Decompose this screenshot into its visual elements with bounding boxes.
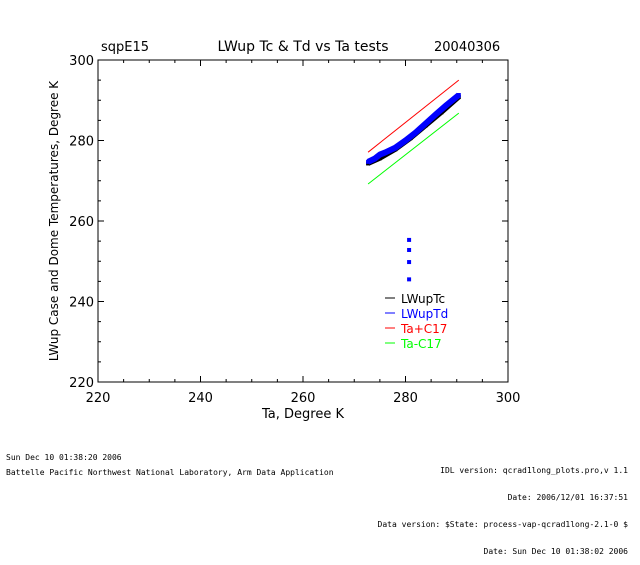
x-tick-label: 220 xyxy=(86,391,111,406)
data-point xyxy=(372,156,377,161)
footer-organization: Battelle Pacific Northwest National Labo… xyxy=(6,468,334,477)
y-tick-label: 280 xyxy=(69,135,94,150)
series-line xyxy=(367,112,460,185)
y-tick-label: 220 xyxy=(69,376,94,391)
data-point xyxy=(366,159,371,164)
data-point xyxy=(434,111,439,116)
footer-version-info: IDL version: qcrad1long_plots.pro,v 1.1 … xyxy=(378,448,628,565)
legend-label: Ta-C17 xyxy=(400,337,442,351)
data-point xyxy=(393,145,398,150)
footer-line: Date: Sun Dec 10 01:38:02 2006 xyxy=(483,547,629,556)
y-tick-label: 240 xyxy=(69,296,94,311)
y-axis-label: LWup Case and Dome Temperatures, Degree … xyxy=(47,80,61,361)
data-point xyxy=(377,152,382,157)
legend-label: Ta+C17 xyxy=(400,322,447,336)
data-point xyxy=(407,237,412,242)
series-lwuptd xyxy=(366,92,461,282)
x-tick-label: 240 xyxy=(188,391,213,406)
chart: sqpE15 LWup Tc & Td vs Ta tests 20040306… xyxy=(47,39,521,422)
series-ta-c17 xyxy=(367,112,460,185)
x-tick-label: 280 xyxy=(393,391,418,406)
legend-label: LWupTd xyxy=(401,307,448,321)
data-point xyxy=(456,93,461,98)
data-point xyxy=(407,260,412,265)
x-tick-label: 260 xyxy=(291,391,316,406)
data-point xyxy=(403,138,408,143)
site-label: sqpE15 xyxy=(101,40,149,55)
series-ta-c17 xyxy=(367,79,460,153)
x-axis-label: Ta, Degree K xyxy=(261,407,344,422)
data-point xyxy=(383,150,387,155)
footer-line: Date: 2006/12/01 16:37:51 xyxy=(507,493,628,502)
legend-label: LWupTc xyxy=(401,292,445,306)
x-tick-label: 300 xyxy=(496,391,521,406)
y-tick-label: 300 xyxy=(69,54,94,69)
footer-line: Data version: $State: process-vap-qcrad1… xyxy=(377,520,628,529)
series-line xyxy=(367,79,460,153)
data-point xyxy=(413,130,418,135)
data-point xyxy=(424,121,428,126)
footer-line: IDL version: qcrad1long_plots.pro,v 1.1 xyxy=(440,466,628,475)
footer-run-date: Sun Dec 10 01:38:20 2006 xyxy=(6,453,122,462)
y-tick-label: 260 xyxy=(69,215,94,230)
data-point xyxy=(407,247,412,252)
chart-title: LWup Tc & Td vs Ta tests xyxy=(217,39,388,55)
data-point xyxy=(444,103,449,108)
date-label: 20040306 xyxy=(434,40,500,55)
data-point xyxy=(407,277,412,282)
